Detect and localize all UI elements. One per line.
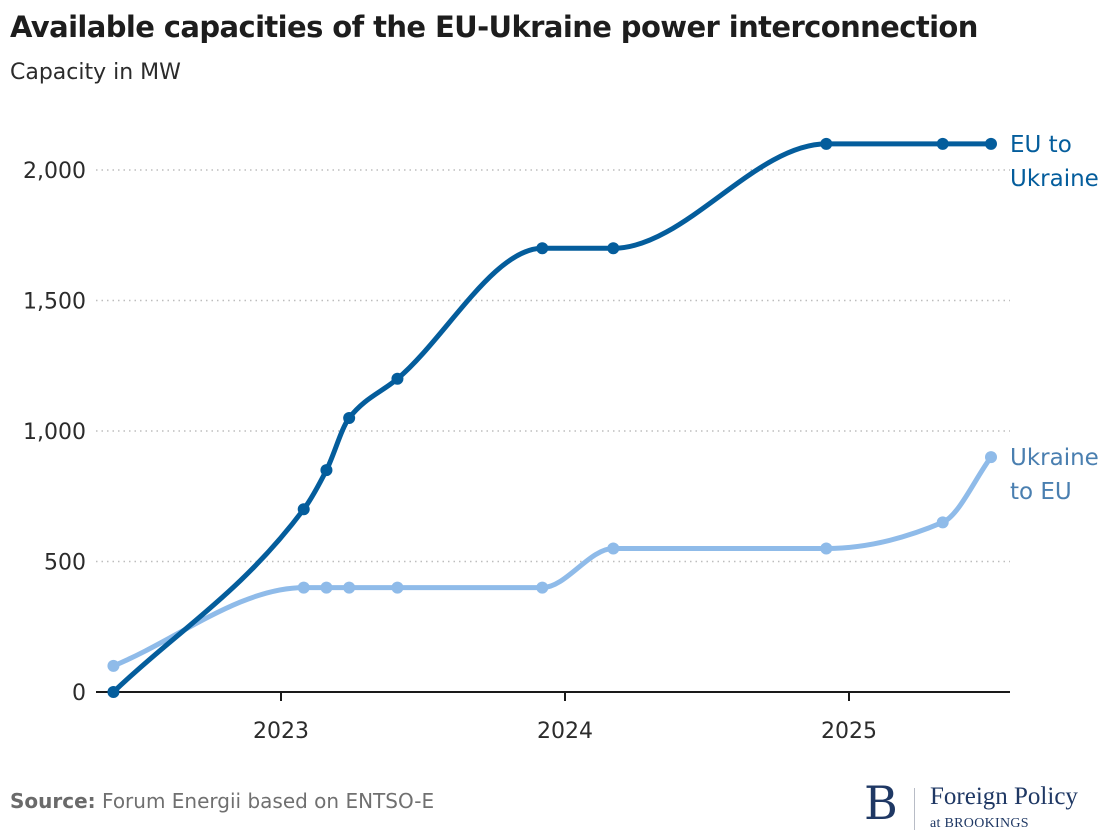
y-tick-label: 500 <box>44 551 86 576</box>
data-point-ukraine-to-eu <box>320 581 333 594</box>
series-labels: Ukraine to EU EU to Ukraine <box>1010 132 1099 505</box>
line-chart: 0 500 1,000 1,500 2,000 2023 2024 2025 Ukraine t… <box>23 132 1099 744</box>
series-label-line: EU to <box>1010 132 1072 158</box>
x-tick-label: 2024 <box>537 719 593 744</box>
axes: 0 500 1,000 1,500 2,000 2023 2024 2025 <box>23 159 1010 744</box>
data-point-eu-to-ukraine <box>607 242 620 255</box>
logo-mark: B <box>864 776 898 830</box>
series-lines <box>110 141 994 695</box>
data-point-ukraine-to-eu <box>607 542 620 555</box>
data-point-ukraine-to-eu <box>391 581 404 594</box>
y-tick-label: 2,000 <box>23 159 86 184</box>
data-point-eu-to-ukraine <box>536 242 549 255</box>
gridlines <box>96 169 1010 563</box>
data-point-eu-to-ukraine <box>391 372 404 385</box>
data-point-ukraine-to-eu <box>343 581 356 594</box>
data-point-ukraine-to-eu <box>936 516 949 529</box>
series-label-line: Ukraine <box>1010 166 1099 192</box>
data-point-eu-to-ukraine <box>107 686 120 698</box>
logo-subname: at BROOKINGS <box>930 816 1029 831</box>
series-label-line: to EU <box>1010 479 1072 505</box>
chart-title: Available capacities of the EU-Ukraine p… <box>10 10 978 44</box>
x-tick-label: 2023 <box>253 719 309 744</box>
data-point-ukraine-to-eu <box>297 581 310 594</box>
data-point-eu-to-ukraine <box>820 137 833 150</box>
data-point-eu-to-ukraine <box>297 503 310 516</box>
chart-subtitle: Capacity in MW <box>10 60 181 85</box>
data-point-ukraine-to-eu <box>107 659 120 672</box>
data-point-ukraine-to-eu <box>985 451 997 464</box>
series-label-line: Ukraine <box>1010 445 1099 471</box>
logo-divider <box>914 788 915 830</box>
source-text: Forum Energii based on ENTSO-E <box>102 789 435 813</box>
series-points <box>107 137 997 698</box>
series-label-ukraine-to-eu: Ukraine to EU <box>1010 445 1099 505</box>
series-label-eu-to-ukraine: EU to Ukraine <box>1010 132 1099 192</box>
data-point-ukraine-to-eu <box>536 581 549 594</box>
y-tick-label: 1,500 <box>23 290 86 315</box>
logo-name: Foreign Policy <box>930 783 1078 810</box>
data-point-eu-to-ukraine <box>320 464 333 477</box>
y-tick-label: 1,000 <box>23 420 86 445</box>
source-label: Source: <box>10 789 96 813</box>
source-note: Source: Forum Energii based on ENTSO-E <box>10 789 434 813</box>
data-point-eu-to-ukraine <box>343 411 356 424</box>
y-tick-label: 0 <box>72 681 86 706</box>
data-point-eu-to-ukraine <box>936 137 949 150</box>
data-point-ukraine-to-eu <box>820 542 833 555</box>
series-line-eu-to-ukraine <box>110 141 994 695</box>
brookings-logo: B Foreign Policy at BROOKINGS <box>864 780 1114 834</box>
x-tick-label: 2025 <box>821 719 877 744</box>
data-point-eu-to-ukraine <box>985 137 997 150</box>
